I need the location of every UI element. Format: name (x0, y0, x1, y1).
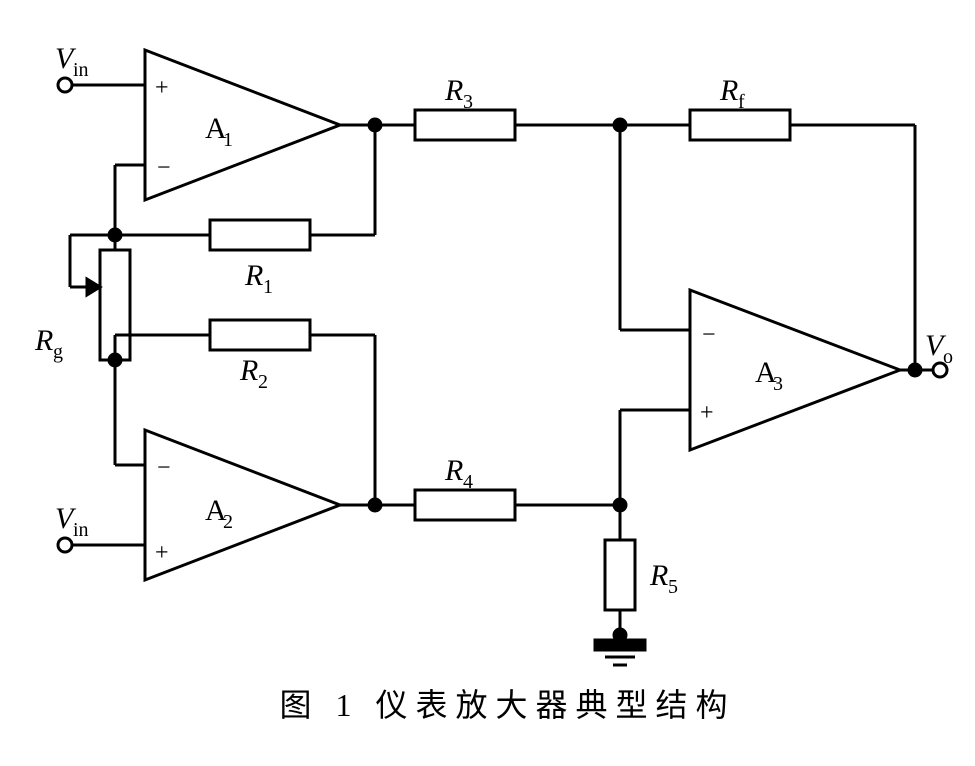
svg-text:1: 1 (223, 129, 233, 151)
svg-text:o: o (943, 346, 953, 368)
svg-text:3: 3 (463, 91, 473, 113)
figure-caption: 图 1 仪表放大器典型结构 (20, 680, 975, 726)
svg-text:in: in (73, 59, 89, 81)
circuit-diagram: A1A2A3+−−+−+VinVinRgR1R2R3R4RfVoR5 图 1 仪… (20, 20, 975, 746)
svg-text:2: 2 (223, 511, 233, 533)
svg-text:f: f (738, 91, 745, 113)
svg-text:4: 4 (463, 471, 473, 493)
svg-text:−: − (702, 322, 716, 348)
svg-text:+: + (700, 400, 714, 426)
svg-text:R: R (34, 324, 53, 357)
svg-text:R: R (444, 74, 463, 107)
svg-text:−: − (157, 155, 171, 181)
svg-text:5: 5 (668, 576, 678, 598)
svg-text:R: R (719, 74, 738, 107)
svg-text:in: in (73, 519, 89, 541)
svg-text:−: − (157, 455, 171, 481)
svg-text:R: R (649, 559, 668, 592)
svg-text:R: R (239, 354, 258, 387)
svg-text:R: R (244, 259, 263, 292)
svg-text:+: + (155, 540, 169, 566)
svg-text:1: 1 (263, 276, 273, 298)
svg-text:g: g (53, 341, 63, 363)
svg-text:R: R (444, 454, 463, 487)
svg-text:2: 2 (258, 371, 268, 393)
svg-text:3: 3 (773, 373, 783, 395)
svg-text:+: + (155, 75, 169, 101)
